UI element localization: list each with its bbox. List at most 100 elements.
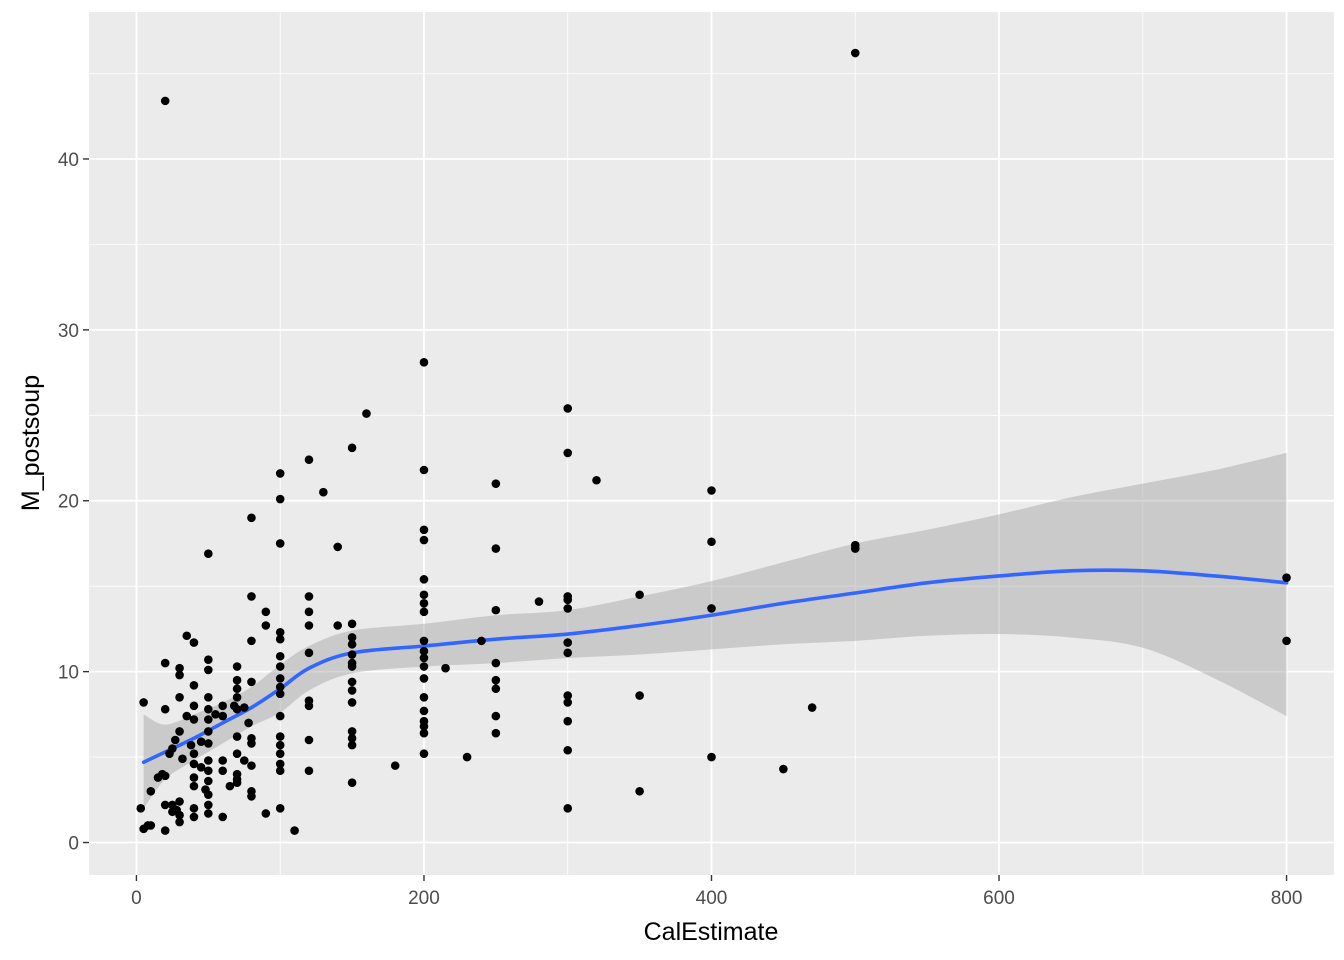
data-point — [275, 766, 285, 776]
data-point — [347, 698, 357, 707]
data-point — [419, 636, 429, 646]
data-point — [304, 766, 314, 776]
data-point — [563, 404, 573, 413]
data-point — [563, 691, 573, 700]
data-point — [419, 653, 429, 663]
data-point — [175, 817, 184, 827]
data-point — [204, 790, 213, 799]
data-point — [347, 686, 357, 695]
y-tick-label: 0 — [68, 834, 79, 855]
data-point — [347, 778, 357, 788]
data-point — [160, 96, 170, 106]
data-point — [204, 776, 213, 786]
x-tick-label: 600 — [983, 888, 1015, 909]
data-point — [850, 544, 860, 553]
data-point — [491, 605, 501, 615]
data-point — [1282, 636, 1291, 646]
data-point — [491, 544, 501, 553]
data-point — [635, 691, 644, 700]
data-point — [347, 677, 357, 687]
confidence-ribbon — [143, 452, 1287, 809]
data-point — [204, 727, 213, 736]
data-point — [189, 701, 199, 711]
data-point — [419, 358, 429, 367]
data-point — [563, 745, 573, 755]
data-point — [419, 535, 429, 545]
data-point — [247, 739, 256, 748]
data-point — [204, 739, 213, 748]
data-point — [218, 756, 228, 765]
data-point — [189, 681, 199, 690]
data-point — [491, 711, 501, 721]
data-point — [232, 732, 242, 741]
x-tick-label: 800 — [1271, 888, 1303, 909]
data-point — [290, 826, 299, 835]
data-point — [419, 598, 429, 608]
data-point — [304, 648, 314, 658]
data-point — [491, 658, 501, 668]
data-point — [247, 792, 256, 801]
data-point — [178, 754, 187, 764]
data-point — [347, 633, 357, 642]
data-point — [592, 475, 601, 485]
data-point — [419, 722, 429, 731]
data-point — [204, 549, 213, 559]
confidence-ribbon-layer — [143, 452, 1287, 809]
data-point — [419, 674, 429, 683]
data-point — [850, 48, 860, 58]
data-point — [707, 752, 716, 762]
data-point — [1282, 573, 1291, 582]
data-point — [563, 595, 573, 605]
data-point — [204, 692, 213, 702]
data-point — [441, 663, 450, 673]
y-axis-title: M_postsoup — [17, 375, 45, 511]
data-point — [160, 658, 170, 668]
data-point — [239, 703, 249, 712]
data-point — [232, 704, 242, 714]
data-point — [175, 810, 184, 820]
data-point — [275, 711, 285, 721]
data-point — [232, 684, 242, 694]
smooth-line — [141, 568, 1289, 765]
data-point — [304, 592, 314, 601]
x-tick-label: 0 — [131, 888, 142, 909]
data-point — [347, 639, 357, 649]
data-point — [204, 665, 213, 675]
data-point — [491, 675, 501, 685]
data-point — [204, 655, 213, 664]
data-point — [204, 800, 213, 810]
data-point — [419, 749, 429, 758]
y-tick-label: 30 — [58, 321, 79, 342]
y-tick-label: 10 — [58, 663, 79, 684]
data-point — [635, 590, 644, 600]
data-point — [160, 704, 170, 714]
data-point — [419, 590, 429, 600]
data-point — [390, 761, 400, 770]
data-point — [261, 607, 271, 617]
data-point — [347, 619, 357, 629]
data-point — [175, 663, 184, 673]
data-point — [275, 740, 285, 750]
data-point — [175, 670, 184, 680]
data-point — [168, 744, 177, 753]
data-point — [196, 763, 206, 772]
data-point — [563, 604, 573, 613]
data-point — [275, 628, 285, 637]
data-point — [232, 692, 242, 702]
data-point — [563, 698, 573, 707]
data-point — [304, 735, 314, 745]
data-point — [347, 733, 357, 743]
data-point — [275, 804, 285, 813]
data-point — [182, 711, 192, 721]
x-tick-label: 200 — [408, 888, 440, 909]
data-point — [563, 648, 573, 658]
data-point — [333, 621, 343, 630]
data-point — [218, 701, 228, 711]
data-point — [175, 692, 184, 702]
data-point — [204, 756, 213, 765]
data-point — [275, 651, 285, 661]
data-point — [136, 804, 146, 813]
data-point — [189, 759, 199, 769]
data-point — [275, 469, 285, 478]
